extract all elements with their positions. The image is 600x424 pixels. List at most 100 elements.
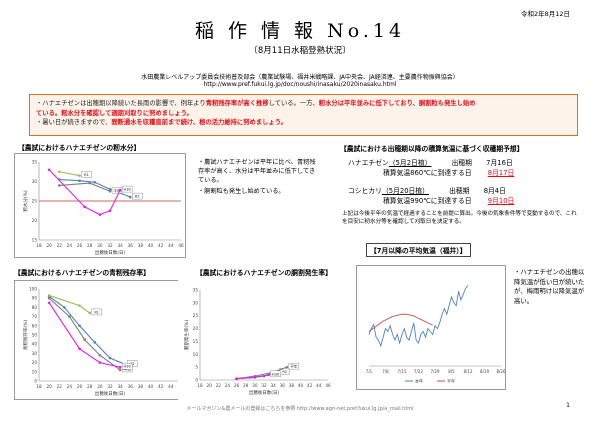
data-point: [47, 301, 51, 305]
alert-line-2: ている。籾水分を確認して適期刈取りに努めましょう。: [36, 109, 193, 117]
data-point: [88, 181, 92, 185]
x-tick-label: 20: [46, 384, 52, 389]
y-tick-label: 35: [32, 160, 38, 165]
crack-chart: 18 20 22 24 26 28 30 32 34 36 38 40 42 44 460510152025…: [183, 288, 331, 397]
x-tick-label: 46: [325, 383, 331, 388]
y-tick-label: 15: [32, 238, 38, 243]
data-point: [83, 205, 86, 209]
data-point: [63, 306, 66, 309]
x-tick-label: 8/12: [464, 369, 473, 374]
footer-text[interactable]: メールマガジン&農メールの登録はこちらを参照 http://www.agri-n…: [186, 406, 414, 412]
harvest-row-koshihikari-cum: 積算気温990℃に到達する日 9月10日: [348, 196, 588, 206]
x-tick-label: 26: [234, 383, 240, 388]
x-tick-label: 42: [158, 243, 164, 248]
x-tick-label: 30: [97, 243, 103, 248]
data-point: [78, 174, 81, 177]
alert-text: ・ハナエチゼンは出穂期以降続いた長雨の影響で、例年より: [36, 100, 206, 107]
data-point: [98, 353, 102, 357]
moisture-note-1: ・農試ハナエチゼンは平年に比べ、青籾残存率が高く、水分は平年並みに低下してきてい…: [198, 159, 316, 184]
series-line: [236, 366, 288, 380]
series-label: R1: [94, 310, 99, 314]
planting-date: （5月2日植）: [388, 159, 432, 167]
x-tick-label: 7/22: [414, 369, 423, 374]
harvest-row-koshihikari: コシヒカリ（5月20日植） 出穂期 8月4日: [348, 186, 588, 196]
variety-name: コシヒカリ: [348, 187, 382, 195]
green-section-heading: 【農試におけるハナエチゼンの青籾残存率】: [14, 269, 150, 277]
x-tick-label: 32: [107, 384, 113, 389]
cumulative-label: 積算気温860℃に到達する日: [383, 169, 472, 177]
x-tick-label: 34: [117, 384, 123, 389]
data-point: [88, 311, 92, 315]
data-point: [108, 189, 112, 193]
y-tick-label: 20: [32, 218, 38, 223]
x-tick-label: 36: [128, 384, 134, 389]
y-axis-label: 胴割発生率(%): [183, 320, 190, 351]
y-tick-label: 80: [32, 305, 38, 310]
x-tick-label: 44: [168, 384, 174, 389]
x-tick-label: 38: [289, 383, 295, 388]
y-tick-label: 5: [195, 365, 198, 370]
data-point: [47, 168, 51, 172]
y-tick-label: 40: [32, 342, 38, 347]
y-tick-label: 0: [34, 379, 37, 384]
x-tick-label: 22: [57, 243, 63, 248]
series-label: R1: [84, 173, 89, 177]
heading-label: 出穂期: [449, 187, 470, 195]
green-chart: 1820222426283032343638404244460102030405…: [22, 287, 184, 398]
y-tick-label: 20: [193, 326, 199, 331]
x-tick-label: 7/15: [398, 369, 407, 374]
green-chart-frame: 1820222426283032343638404244460102030405…: [14, 280, 186, 400]
crack-section-heading: 【農試におけるハナエチゼンの胴割発生率】: [196, 269, 332, 277]
series-line: [48, 302, 121, 368]
series-label-box: [91, 308, 102, 316]
planting-date: （5月20日植）: [381, 187, 429, 195]
alert-highlight: 籾水分は平年並みに低下しており、胴割粒も発生し始め: [318, 100, 476, 107]
x-tick-label: 30: [252, 383, 258, 388]
x-tick-label: 32: [107, 243, 113, 248]
moisture-chart-frame: 18 20 22 24 26 28 30 32 34 36 38 40 42 44 46 15 20 25 30 35…: [14, 153, 186, 258]
data-point: [78, 304, 81, 307]
x-tick-label: 38: [138, 243, 144, 248]
y-tick-label: 30: [32, 351, 38, 356]
series-label-box: [81, 171, 92, 178]
page-number: 1: [566, 402, 570, 409]
heading-label: 出穂期: [451, 159, 472, 167]
x-tick-label: 18: [36, 384, 42, 389]
x-tick-label: 22: [216, 383, 222, 388]
series-line: [368, 313, 433, 332]
x-tick-label: 40: [298, 383, 304, 388]
temp-note: ・ハナエチゼンの出穂以降気温が低い日が続いたが、梅雨明け以降気温が高い。: [514, 268, 585, 305]
series-label: H30: [124, 365, 132, 369]
organization-line: 水田農業レベルアップ委員会技術普及部会（農業試験場、福井米戦略課、JA中央会、J…: [141, 74, 459, 81]
alert-box: ・ハナエチゼンは出穂期以降続いた長雨の影響で、例年より青籾残存率が高く推移してい…: [29, 94, 578, 136]
y-tick-label: 60: [32, 323, 38, 328]
heading-date: 7月16日: [486, 159, 513, 167]
x-tick-label: 30: [97, 384, 103, 389]
data-point: [267, 373, 270, 377]
x-tick-label: 24: [225, 383, 231, 388]
series-line: [59, 171, 80, 177]
x-tick-label: 8/5: [448, 369, 455, 374]
x-axis-label: 出穂後日数(日): [249, 389, 280, 396]
y-tick-label: 10: [193, 352, 199, 357]
x-tick-label: 40: [148, 384, 154, 389]
series-line: [368, 285, 469, 348]
x-tick-label: 42: [307, 383, 313, 388]
x-tick-label: 38: [138, 384, 144, 389]
x-tick-label: 8/19: [480, 369, 489, 374]
data-point: [108, 356, 112, 360]
x-tick-label: 22: [57, 384, 63, 389]
reference-url[interactable]: http://www.pref.fukui.lg.jp/doc/noushi/i…: [203, 81, 397, 88]
x-axis-label: 出穂後日数(日): [95, 390, 126, 397]
x-tick-label: 26: [77, 243, 83, 248]
alert-line-1: ・ハナエチゼンは出穂期以降続いた長雨の影響で、例年より青籾残存率が高く推移してい…: [36, 99, 571, 109]
variety-name: ハナエチゼン: [348, 159, 389, 167]
y-tick-label: 35: [193, 288, 199, 293]
x-tick-label: 28: [243, 383, 249, 388]
data-point: [83, 338, 86, 341]
x-tick-label: 24: [67, 384, 73, 389]
y-tick-label: 30: [193, 300, 199, 305]
y-tick-label: 25: [193, 313, 199, 318]
x-tick-label: 8/26: [497, 369, 506, 374]
y-axis-label: 籾水分(%): [22, 190, 29, 212]
